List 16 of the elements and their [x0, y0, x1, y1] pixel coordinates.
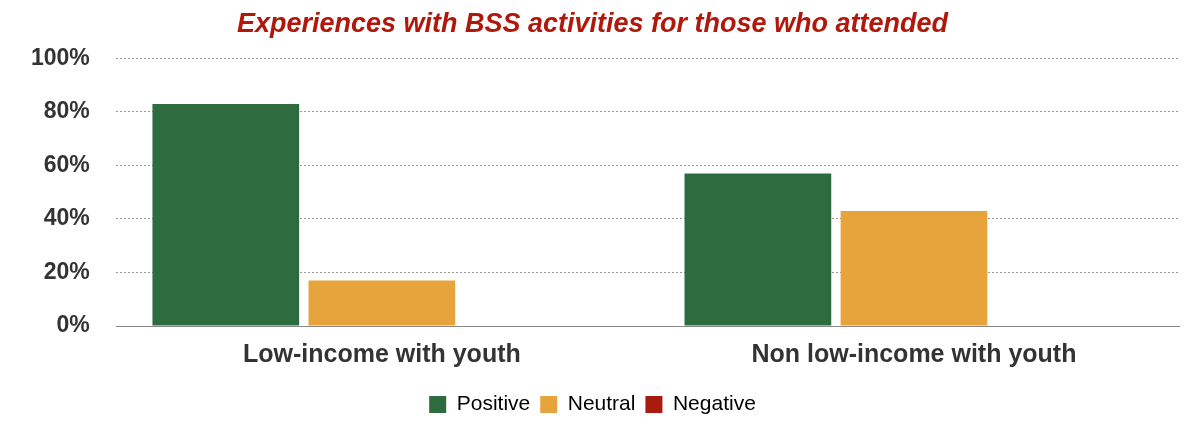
- bar: [684, 173, 832, 326]
- x-tick-label: Low-income with youth: [242, 338, 521, 367]
- bar: [308, 280, 456, 326]
- legend-label: Positive: [456, 391, 531, 415]
- legend-label: Negative: [672, 391, 756, 415]
- y-tick-label: 40%: [43, 204, 90, 231]
- y-tick-label: 60%: [43, 150, 90, 177]
- x-tick-label: Non low-income with youth: [751, 338, 1077, 367]
- bar: [152, 103, 300, 326]
- chart-title: Experiences with BSS activities for those who attended: [236, 7, 949, 38]
- bar: [840, 210, 988, 326]
- y-tick-label: 20%: [43, 257, 90, 284]
- y-tick-label: 80%: [43, 97, 90, 124]
- legend-label: Neutral: [567, 391, 636, 415]
- y-tick-label: 0%: [56, 311, 90, 338]
- y-tick-label: 100%: [31, 43, 90, 70]
